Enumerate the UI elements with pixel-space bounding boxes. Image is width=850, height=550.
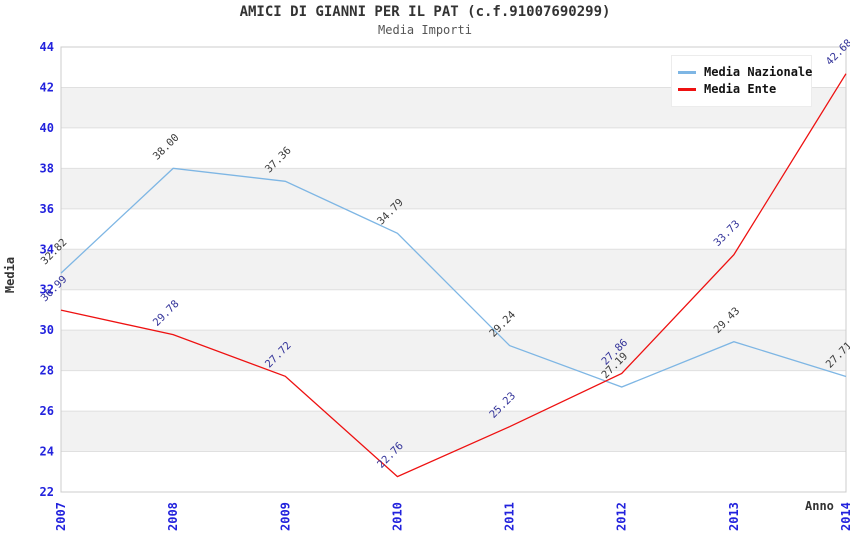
- y-tick-label: 36: [40, 202, 54, 216]
- x-tick-label: 2009: [278, 502, 292, 531]
- y-tick-label: 28: [40, 364, 54, 378]
- legend-label: Media Nazionale: [704, 65, 813, 79]
- x-tick-label: 2010: [390, 502, 404, 531]
- legend-item-media-ente: Media Ente: [678, 82, 803, 96]
- y-tick-label: 34: [40, 242, 54, 256]
- y-tick-label: 38: [40, 161, 54, 175]
- series-line-media-nazionale: [60, 167, 847, 388]
- x-tick-label: 2014: [839, 502, 850, 531]
- grid-band: [61, 168, 846, 209]
- grid-band: [61, 249, 846, 290]
- y-tick-label: 44: [40, 40, 54, 54]
- y-tick-label: 22: [40, 485, 54, 499]
- y-tick-label: 42: [40, 80, 54, 94]
- x-axis-title: Anno: [805, 499, 834, 513]
- x-tick-label: 2007: [54, 502, 68, 531]
- plot-border: [60, 46, 847, 493]
- x-tick-label: 2008: [166, 502, 180, 531]
- y-axis-title: Media: [3, 256, 18, 294]
- y-tick-label: 26: [40, 404, 54, 418]
- chart-subtitle: Media Importi: [378, 23, 472, 37]
- point-value-label: 29.78: [151, 298, 182, 329]
- y-tick-label: 32: [40, 283, 54, 297]
- x-tick-label: 2013: [727, 502, 741, 531]
- point-value-label: 33.73: [711, 218, 742, 249]
- legend-box: Media Nazionale Media Ente: [671, 55, 812, 107]
- x-tick-label: 2012: [615, 502, 629, 531]
- x-tick-label: 2011: [503, 502, 517, 531]
- legend-swatch-red-line-icon: [678, 87, 696, 91]
- y-tick-label: 40: [40, 121, 54, 135]
- y-tick-label: 30: [40, 323, 54, 337]
- chart-title: AMICI DI GIANNI PER IL PAT (c.f.91007690…: [239, 4, 611, 20]
- grid-band: [61, 411, 846, 452]
- series-line-media-ente: [60, 73, 847, 478]
- point-value-label: 38.00: [151, 132, 182, 163]
- grid-band: [61, 330, 846, 371]
- y-tick-label: 24: [40, 445, 54, 459]
- legend-label: Media Ente: [704, 82, 777, 96]
- legend-item-media-nazionale: Media Nazionale: [678, 65, 812, 79]
- legend-swatch-blue-line-icon: [678, 70, 696, 74]
